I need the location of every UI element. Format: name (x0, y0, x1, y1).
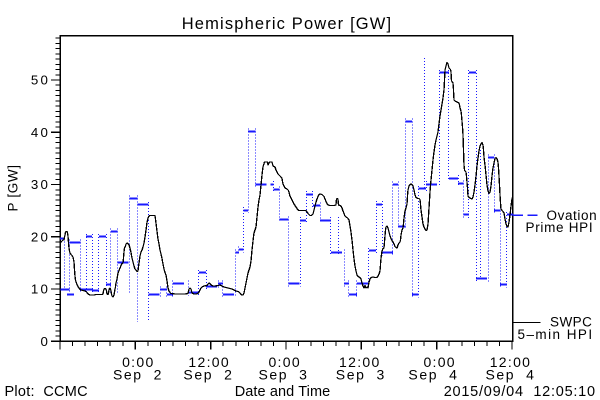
svg-text:Sep 4: Sep 4 (408, 366, 458, 382)
svg-text:P [GW]: P [GW] (6, 164, 21, 211)
svg-text:SWPC: SWPC (550, 315, 592, 330)
svg-text:Hemispheric Power [GW]: Hemispheric Power [GW] (182, 15, 393, 33)
svg-text:12:00: 12:00 (490, 354, 532, 370)
svg-text:Plot: CCMC: Plot: CCMC (5, 384, 88, 400)
svg-text:0:00: 0:00 (423, 354, 455, 370)
svg-text:10: 10 (31, 282, 50, 297)
svg-text:Sep 3: Sep 3 (258, 366, 308, 382)
svg-text:2015/09/04 12:05:10: 2015/09/04 12:05:10 (444, 384, 596, 400)
svg-text:Sep 3: Sep 3 (336, 366, 386, 382)
svg-text:Sep 2: Sep 2 (113, 366, 163, 382)
svg-text:5–min HPI: 5–min HPI (518, 327, 594, 342)
svg-text:0: 0 (41, 334, 51, 349)
svg-text:12:00: 12:00 (188, 354, 230, 370)
svg-text:Ovation: Ovation (547, 208, 598, 223)
svg-text:Sep 2: Sep 2 (183, 366, 233, 382)
svg-text:Date and Time: Date and Time (235, 384, 331, 400)
svg-text:0:00: 0:00 (268, 354, 300, 370)
svg-text:Prime HPI: Prime HPI (526, 220, 594, 235)
svg-text:40: 40 (31, 125, 50, 140)
svg-text:Sep 4: Sep 4 (485, 366, 535, 382)
svg-text:30: 30 (31, 177, 50, 192)
svg-text:50: 50 (31, 73, 50, 88)
svg-text:12:00: 12:00 (339, 354, 381, 370)
svg-text:20: 20 (31, 229, 50, 244)
svg-text:0:00: 0:00 (122, 354, 154, 370)
